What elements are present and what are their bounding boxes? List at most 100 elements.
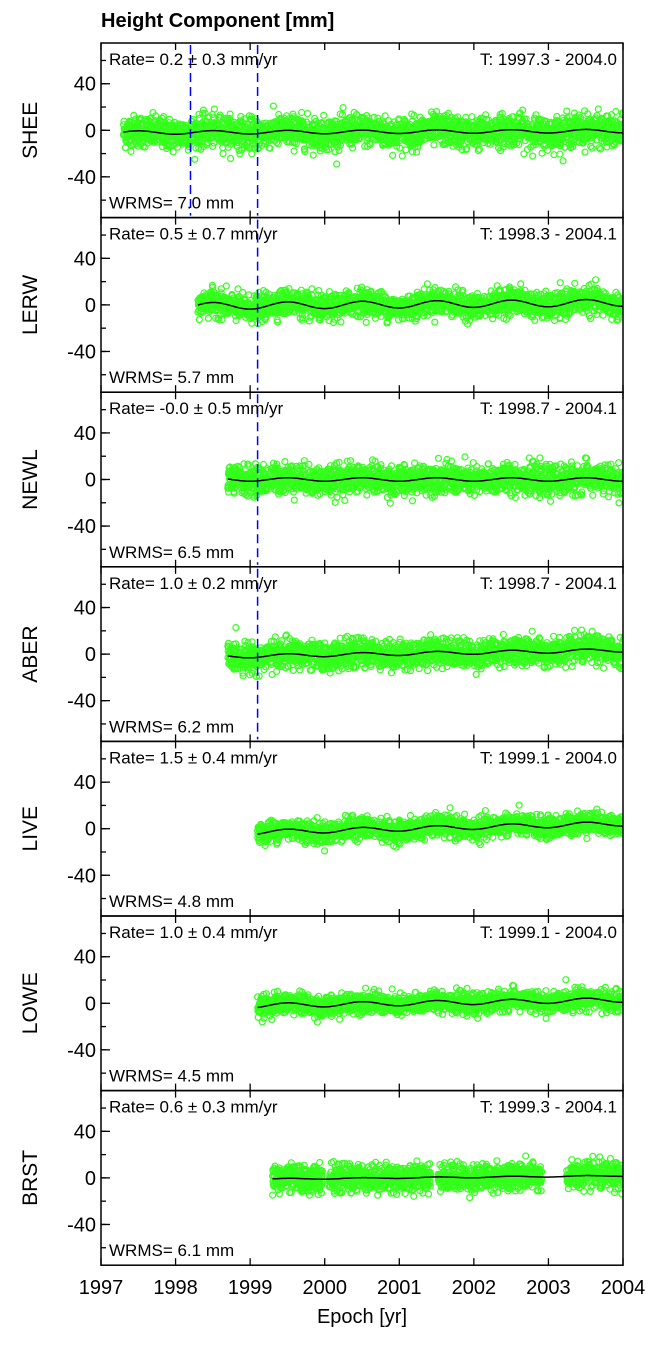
data-point — [624, 295, 630, 301]
data-point — [625, 298, 631, 304]
data-point — [624, 294, 630, 300]
data-point — [333, 160, 341, 168]
data-point — [431, 318, 439, 326]
model-curve — [197, 298, 623, 310]
data-point — [556, 150, 564, 158]
data-point — [354, 313, 362, 321]
data-point — [381, 112, 389, 120]
data-point — [215, 315, 223, 324]
rate-label: Rate= 0.2 ± 0.3 mm/yr — [109, 50, 278, 69]
data-point — [543, 146, 552, 154]
data-point — [301, 148, 309, 156]
data-point — [594, 105, 602, 113]
data-point — [569, 143, 577, 151]
data-point — [216, 113, 224, 122]
data-point — [626, 300, 632, 306]
data-point — [619, 109, 623, 117]
data-point — [199, 109, 207, 117]
data-point — [433, 107, 441, 116]
data-point — [588, 144, 596, 152]
data-point — [277, 307, 285, 316]
data-point — [204, 314, 212, 322]
data-point — [337, 291, 345, 300]
data-point — [292, 140, 300, 148]
data-point — [593, 284, 601, 293]
data-point — [627, 302, 633, 308]
y-tick-label: -40 — [67, 341, 96, 363]
data-point — [340, 308, 348, 316]
data-point — [195, 316, 203, 324]
data-point — [348, 310, 356, 318]
data-point — [626, 306, 632, 312]
data-point — [299, 314, 307, 322]
data-point — [622, 301, 623, 304]
y-tick-label: -40 — [67, 167, 96, 189]
data-point — [614, 315, 622, 324]
data-point — [239, 288, 247, 296]
data-points — [194, 276, 633, 328]
data-point — [625, 298, 631, 304]
y-tick-label: 40 — [74, 74, 96, 96]
data-points — [224, 453, 623, 507]
data-point — [160, 112, 168, 121]
data-point — [592, 276, 600, 284]
data-point — [423, 280, 431, 288]
data-point — [338, 111, 346, 119]
data-point — [506, 311, 514, 319]
data-point — [627, 303, 633, 309]
data-point — [624, 291, 630, 297]
data-point — [384, 317, 392, 326]
data-point — [250, 144, 258, 152]
data-point — [454, 113, 462, 121]
data-point — [184, 146, 192, 154]
data-point — [266, 144, 274, 152]
data-point — [191, 155, 199, 163]
data-point — [556, 279, 564, 287]
data-point — [538, 149, 546, 157]
data-point — [563, 107, 571, 115]
data-point — [604, 112, 612, 120]
wrms-label: WRMS= 5.7 mm — [109, 368, 234, 387]
chart-title: Height Component [mm] — [101, 10, 334, 32]
data-point — [339, 103, 347, 112]
data-point — [459, 286, 467, 294]
data-point — [621, 307, 623, 314]
data-point — [333, 314, 341, 322]
data-point — [619, 296, 623, 304]
data-point — [599, 288, 608, 296]
data-point — [248, 150, 256, 158]
data-point — [366, 140, 374, 149]
data-point — [482, 111, 490, 119]
data-point — [210, 139, 218, 147]
data-point — [299, 118, 307, 126]
data-point — [494, 311, 503, 319]
data-point — [625, 297, 631, 303]
data-point — [430, 141, 438, 149]
station-panels: 40 0 -40 SHEE Rate= 0.2 ± 0.3 mm/yr T: 1997.3… — [19, 42, 633, 1266]
data-point — [290, 147, 298, 155]
data-point — [290, 496, 298, 504]
data-point — [209, 142, 217, 150]
data-point — [596, 145, 605, 153]
y-tick-label: 0 — [85, 120, 96, 142]
data-point — [617, 127, 623, 135]
data-points — [119, 102, 623, 168]
data-point — [463, 145, 471, 153]
data-point — [519, 106, 527, 114]
data-point — [619, 298, 623, 306]
station-label: LERW — [19, 275, 42, 335]
data-point — [398, 152, 406, 160]
data-point — [274, 318, 282, 326]
data-point — [236, 150, 244, 158]
data-point — [620, 299, 623, 307]
data-point — [308, 285, 316, 293]
data-point — [219, 150, 227, 158]
data-point — [227, 154, 235, 162]
data-point — [489, 315, 497, 323]
data-point — [281, 458, 289, 466]
data-point — [578, 308, 587, 316]
station-label: SHEE — [19, 102, 42, 159]
span-label: T: 1997.3 - 2004.0 — [480, 50, 617, 69]
data-point — [473, 289, 481, 298]
